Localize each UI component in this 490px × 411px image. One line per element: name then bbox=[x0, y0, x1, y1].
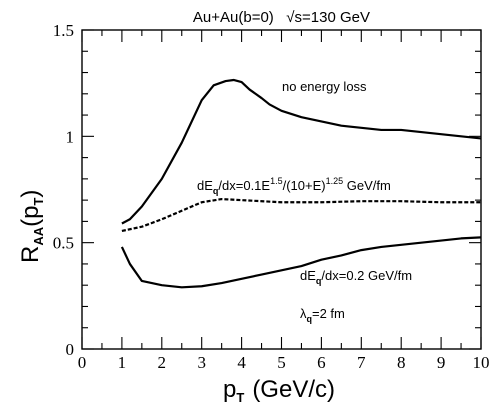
y-axis-label: RAA(pT) bbox=[17, 190, 46, 263]
x-tick-label: 0 bbox=[78, 353, 87, 372]
plot-frame bbox=[81, 29, 482, 350]
dedx1-de: dE bbox=[197, 178, 213, 193]
lambda-rest: =2 fm bbox=[312, 306, 345, 321]
x-tick-label: 10 bbox=[473, 353, 490, 372]
dedx1-unit: GeV/fm bbox=[343, 178, 391, 193]
x-label-unit: (GeV/c) bbox=[252, 376, 335, 403]
x-tick-label: 2 bbox=[158, 353, 167, 372]
series-line-3 bbox=[120, 236, 482, 289]
y-label-close: ) bbox=[17, 190, 44, 198]
axis-ticks: 0 1 2 3 4 5 6 7 8 9 10 0 0.5 1 1.5 bbox=[53, 21, 490, 372]
dedx2-q-sub: q bbox=[316, 276, 322, 286]
annotation-lambda: λq=2 fm bbox=[300, 306, 345, 324]
dedx2-de: dE bbox=[300, 268, 316, 283]
lambda-symbol: λ bbox=[300, 306, 307, 321]
dedx2-rest: /dx=0.2 GeV/fm bbox=[321, 268, 412, 283]
x-tick-label: 5 bbox=[277, 353, 286, 372]
dedx1-exp1: 1.5 bbox=[270, 176, 283, 186]
series-line-1 bbox=[121, 78, 482, 225]
x-tick-label: 9 bbox=[437, 353, 446, 372]
series-line-2 bbox=[121, 197, 481, 233]
x-label-p: p bbox=[223, 376, 236, 403]
x-tick-label: 4 bbox=[237, 353, 246, 372]
annotation-dedx-formula: dEq/dx=0.1E1.5/(10+E)1.25 GeV/fm bbox=[197, 176, 391, 196]
x-tick-label: 1 bbox=[118, 353, 127, 372]
annotation-dedx-constant: dEq/dx=0.2 GeV/fm bbox=[300, 268, 412, 286]
x-tick-label: 6 bbox=[317, 353, 326, 372]
x-tick-label: 8 bbox=[397, 353, 406, 372]
annotation-no-energy-loss: no energy loss bbox=[282, 79, 367, 94]
y-tick-label: 1.5 bbox=[53, 21, 74, 40]
dedx1-q-sub: q bbox=[213, 186, 219, 196]
dedx1-mid: /dx=0.1E bbox=[218, 178, 270, 193]
dedx1-denom: /(10+E) bbox=[283, 178, 326, 193]
dedx1-exp2: 1.25 bbox=[326, 176, 344, 186]
x-axis-label: pT (GeV/c) bbox=[223, 376, 335, 405]
y-tick-label: 0 bbox=[66, 340, 75, 359]
y-tick-label: 0.5 bbox=[53, 234, 74, 253]
y-label-sub: AA bbox=[31, 226, 46, 245]
y-label-arg-sub: T bbox=[31, 198, 46, 206]
y-label-r: R bbox=[17, 246, 44, 263]
y-tick-label: 1 bbox=[66, 127, 75, 146]
series-group bbox=[120, 78, 482, 289]
x-label-sub: T bbox=[236, 390, 244, 405]
y-label-arg: (p bbox=[17, 206, 44, 227]
x-tick-label: 3 bbox=[197, 353, 206, 372]
chart-title: Au+Au(b=0) √s=130 GeV bbox=[193, 9, 370, 26]
lambda-q-sub: q bbox=[307, 314, 313, 324]
x-tick-label: 7 bbox=[357, 353, 366, 372]
